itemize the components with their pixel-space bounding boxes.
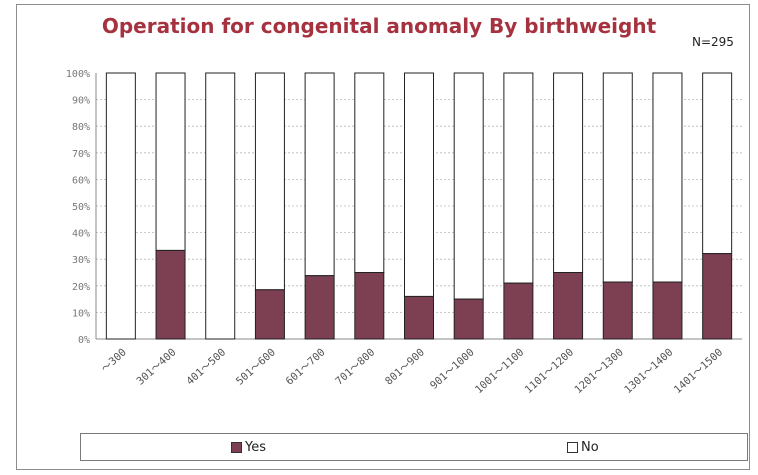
bar-no bbox=[702, 72, 733, 255]
bar-no bbox=[652, 72, 683, 283]
y-tick-label: 80% bbox=[72, 122, 90, 133]
y-tick-label: 40% bbox=[72, 229, 90, 240]
y-tick-label: 90% bbox=[72, 96, 90, 107]
y-tick-label: 30% bbox=[72, 255, 90, 266]
x-tick-label: 1301～1400 bbox=[622, 346, 675, 396]
x-tick-label: 1401～1500 bbox=[672, 346, 725, 396]
bar-no bbox=[503, 72, 534, 284]
x-tick-label: 801～900 bbox=[383, 346, 427, 387]
x-tick-label: 501～600 bbox=[234, 346, 278, 387]
bar-no bbox=[105, 72, 136, 340]
bar-no bbox=[304, 72, 335, 277]
bar-no bbox=[404, 72, 434, 297]
bar-yes bbox=[652, 281, 683, 340]
x-tick-label: 1001～1100 bbox=[473, 346, 526, 396]
legend: Yes No bbox=[80, 433, 748, 461]
chart-title: Operation for congenital anomaly By birt… bbox=[101, 14, 657, 38]
bar-no bbox=[453, 72, 484, 300]
bar-yes bbox=[702, 253, 733, 340]
x-tick-label: 701～800 bbox=[333, 346, 377, 387]
legend-swatch-yes bbox=[231, 442, 242, 453]
x-tick-label: 1201～1300 bbox=[572, 346, 625, 396]
bar-yes bbox=[254, 289, 285, 340]
y-tick-label: 60% bbox=[72, 175, 90, 186]
y-tick-label: 10% bbox=[72, 308, 90, 319]
bar-no bbox=[254, 72, 285, 291]
bar-yes bbox=[602, 281, 633, 340]
bar-no bbox=[602, 72, 633, 283]
bar-no bbox=[553, 72, 584, 273]
bar-yes bbox=[354, 272, 385, 340]
bar-yes bbox=[503, 282, 534, 340]
sample-size-label: N=295 bbox=[692, 35, 734, 49]
bar-no bbox=[155, 72, 186, 251]
bar-no bbox=[354, 72, 385, 273]
x-tick-label: 401～500 bbox=[184, 346, 228, 387]
legend-label-yes: Yes bbox=[245, 440, 266, 455]
legend-swatch-no bbox=[567, 442, 578, 453]
x-tick-label: 1101～1200 bbox=[523, 346, 576, 396]
y-tick-label: 50% bbox=[72, 202, 90, 213]
x-tick-label: 301～400 bbox=[135, 346, 179, 387]
y-tick-label: 100% bbox=[66, 69, 90, 80]
y-tick-label: 70% bbox=[72, 149, 90, 160]
x-tick-label: 901～1000 bbox=[428, 346, 477, 392]
bar-yes bbox=[155, 249, 186, 340]
bar-yes bbox=[404, 295, 434, 340]
bar-yes bbox=[553, 272, 584, 340]
y-tick-label: 0% bbox=[78, 335, 90, 346]
legend-item-yes: Yes bbox=[231, 440, 266, 455]
legend-label-no: No bbox=[581, 440, 599, 455]
x-tick-label: 601～700 bbox=[284, 346, 328, 387]
y-tick-label: 20% bbox=[72, 282, 90, 293]
bar-yes bbox=[453, 298, 484, 340]
plot-area: 0% 10% 20% 30% 40% 50% 60% 70% 80% 90% 100% ～300 301… bbox=[66, 69, 742, 396]
bar-no bbox=[205, 72, 236, 340]
legend-item-no: No bbox=[567, 440, 599, 455]
bar-yes bbox=[304, 275, 335, 340]
x-tick-label: ～300 bbox=[99, 346, 129, 375]
